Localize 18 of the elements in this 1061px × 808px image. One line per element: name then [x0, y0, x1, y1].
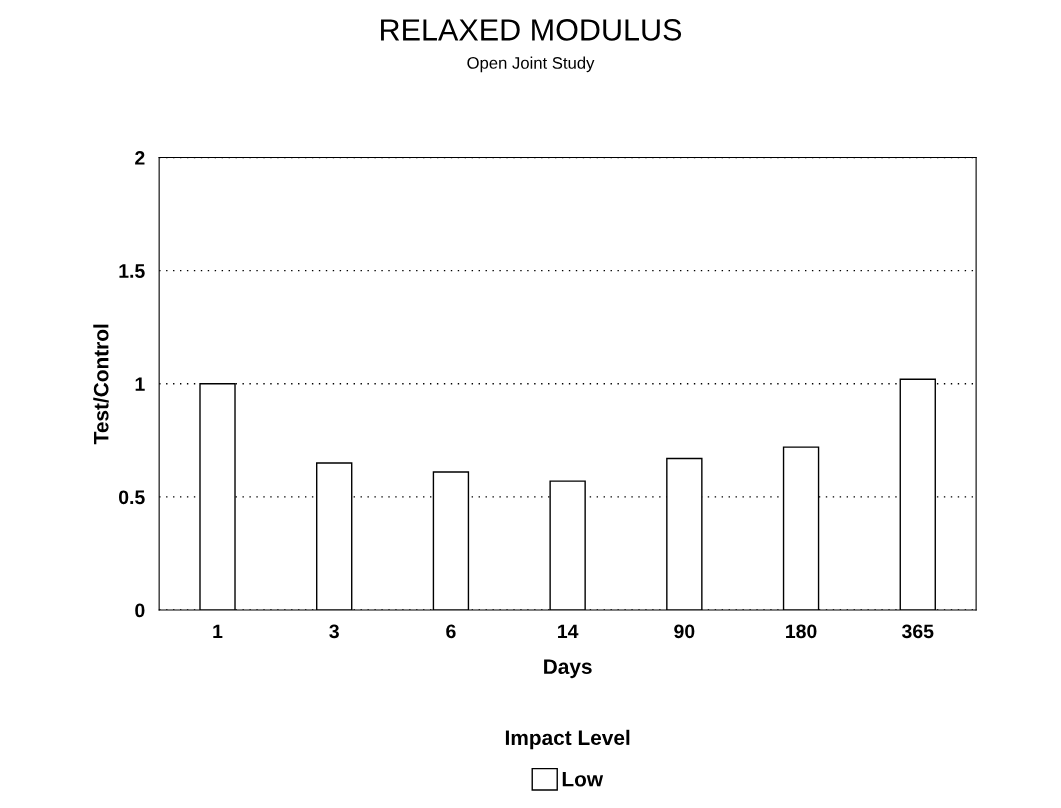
x-axis-title: Days [544, 659, 592, 679]
legend-label: Low [562, 772, 604, 787]
legend-title: Impact Level [505, 729, 630, 750]
chart-subtitle: Open Joint Study [467, 56, 595, 73]
x-tick-label: 90 [674, 624, 695, 639]
x-tick-label: 365 [901, 624, 934, 639]
x-tick-label: 180 [786, 624, 817, 639]
y-tick-label: 0 [135, 603, 145, 618]
y-tick-label: 2 [135, 151, 145, 165]
x-tick-label: 3 [329, 624, 339, 639]
y-tick-label: 1 [135, 377, 145, 391]
x-tick-label: 6 [446, 624, 456, 639]
y-axis-title: Test/Control [93, 324, 109, 445]
x-tick-label: 1 [213, 624, 223, 639]
x-tick-label: 14 [558, 624, 579, 639]
y-tick-label: 0.5 [119, 490, 145, 505]
chart-title: RELAXED MODULUS [381, 19, 682, 41]
y-tick-label: 1.5 [119, 264, 145, 278]
